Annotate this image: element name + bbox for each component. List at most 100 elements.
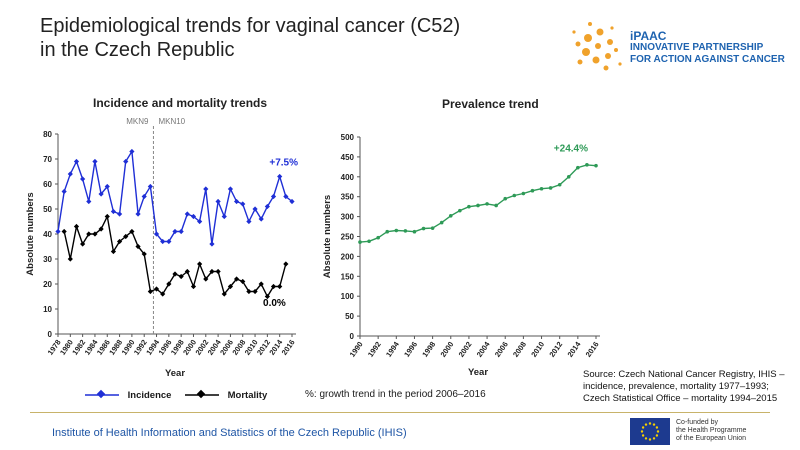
mortality-point	[104, 213, 110, 220]
prevalence-point	[566, 175, 571, 179]
mortality-point	[73, 223, 80, 230]
x-tick-label: 1996	[402, 340, 419, 359]
x-tick-label: 2014	[566, 339, 583, 359]
incidence-growth-label: +7.5%	[269, 158, 298, 169]
x-tick-label: 1998	[420, 340, 437, 359]
source-line2: incidence, prevalence, mortality 1977–19…	[583, 381, 769, 392]
mortality-point	[246, 288, 252, 295]
prevalence-point	[585, 163, 589, 167]
prevalence-point	[458, 208, 462, 213]
legend-note: %: growth trend in the period 2006–2016	[305, 389, 486, 400]
y-tick-label: 40	[43, 230, 52, 239]
eu-text-line1: Co-funded by	[676, 419, 719, 426]
incidence-point	[172, 228, 178, 235]
prevalence-point	[512, 193, 517, 198]
mortality-point	[98, 226, 104, 232]
y-tick-label: 60	[43, 180, 52, 189]
incidence-point	[166, 238, 172, 245]
incidence-point	[129, 148, 135, 155]
y-tick-label: 0	[48, 330, 53, 339]
prevalence-point	[476, 203, 480, 208]
x-tick-label: 2016	[280, 338, 297, 357]
mortality-point	[129, 228, 135, 235]
prevalence-point	[467, 204, 471, 209]
x-axis-label: Year	[468, 367, 488, 378]
y-tick-label: 150	[341, 272, 355, 281]
mortality-point	[160, 291, 166, 297]
x-tick-label: 2000	[438, 340, 455, 359]
divider-right-label: MKN10	[158, 117, 185, 126]
prevalence-growth-label: +24.4%	[554, 144, 588, 155]
incidence-point	[153, 231, 160, 237]
incidence-point	[178, 228, 184, 235]
incidence-point	[184, 211, 190, 217]
mortality-point	[227, 283, 234, 290]
incidence-point	[67, 171, 73, 177]
x-tick-label: 2004	[475, 339, 492, 359]
ipaac-dots-icon	[572, 22, 622, 71]
incidence-point	[116, 211, 123, 217]
mortality-point	[61, 228, 67, 235]
footer-text: Institute of Health Information and Stat…	[52, 427, 407, 439]
slide-title: Epidemiological trends for vaginal cance…	[40, 14, 460, 62]
incidence-point	[252, 206, 258, 212]
incidence-point	[123, 158, 129, 165]
source-line1: Source: Czech National Cancer Registry, …	[583, 369, 785, 380]
prevalence-point	[539, 186, 544, 191]
prevalence-point	[367, 239, 371, 244]
incidence-point	[135, 211, 141, 217]
ipaac-logo	[568, 12, 788, 78]
mortality-point	[67, 256, 73, 262]
prevalence-point	[394, 228, 399, 233]
x-tick-label: 2010	[529, 340, 546, 359]
incidence-point	[283, 193, 289, 200]
y-tick-label: 250	[341, 233, 355, 242]
y-tick-label: 50	[345, 312, 354, 321]
prevalence-point	[521, 191, 526, 196]
prevalence-point	[412, 229, 417, 234]
mortality-point	[209, 268, 215, 275]
x-tick-label: 2002	[457, 340, 474, 359]
mortality-growth-label: 0.0%	[263, 298, 286, 309]
x-tick-label: 2008	[511, 340, 528, 359]
mortality-point	[277, 283, 283, 290]
mortality-point	[203, 276, 209, 282]
eu-text-line3: of the European Union	[676, 435, 747, 442]
y-axis-label: Absolute numbers	[322, 195, 333, 278]
incidence-point	[240, 201, 246, 207]
footer-divider	[30, 412, 770, 413]
incidence-point	[190, 213, 197, 220]
mortality-point	[283, 261, 289, 267]
mortality-point	[147, 288, 153, 295]
prevalence-point	[494, 203, 498, 208]
incidence-point	[246, 218, 252, 225]
prevalence-point	[503, 196, 508, 201]
prevalence-point	[358, 240, 362, 244]
x-tick-label: 1994	[384, 339, 401, 359]
y-axis-label: Absolute numbers	[25, 192, 36, 275]
mortality-point	[178, 273, 184, 280]
y-tick-label: 10	[43, 305, 52, 314]
slide-title-line1: Epidemiological trends for vaginal cance…	[40, 15, 461, 37]
source-line3: Czech Statistical Office – mortality 199…	[583, 393, 778, 404]
legend-incidence-label: Incidence	[127, 390, 172, 401]
prevalence-chart-title: Prevalence trend	[442, 97, 539, 111]
incidence-point	[215, 198, 221, 205]
mortality-point	[92, 231, 98, 237]
mortality-point	[264, 293, 270, 300]
incidence-point	[233, 198, 240, 205]
ipaac-logo-line1: INNOVATIVE PARTNERSHIP	[630, 42, 764, 53]
incidence-point	[80, 176, 86, 182]
incidence-point	[92, 158, 98, 165]
prevalence-point	[485, 202, 489, 206]
x-tick-label: 2006	[493, 340, 510, 359]
mortality-point	[123, 233, 129, 240]
y-tick-label: 70	[43, 155, 52, 164]
incidence-point	[104, 183, 110, 190]
incidence-point	[197, 218, 203, 225]
x-tick-label: 1990	[348, 340, 365, 359]
prevalence-point	[548, 186, 553, 190]
mortality-point	[270, 283, 277, 290]
mortality-point	[110, 248, 117, 255]
incidence-point	[86, 198, 92, 205]
